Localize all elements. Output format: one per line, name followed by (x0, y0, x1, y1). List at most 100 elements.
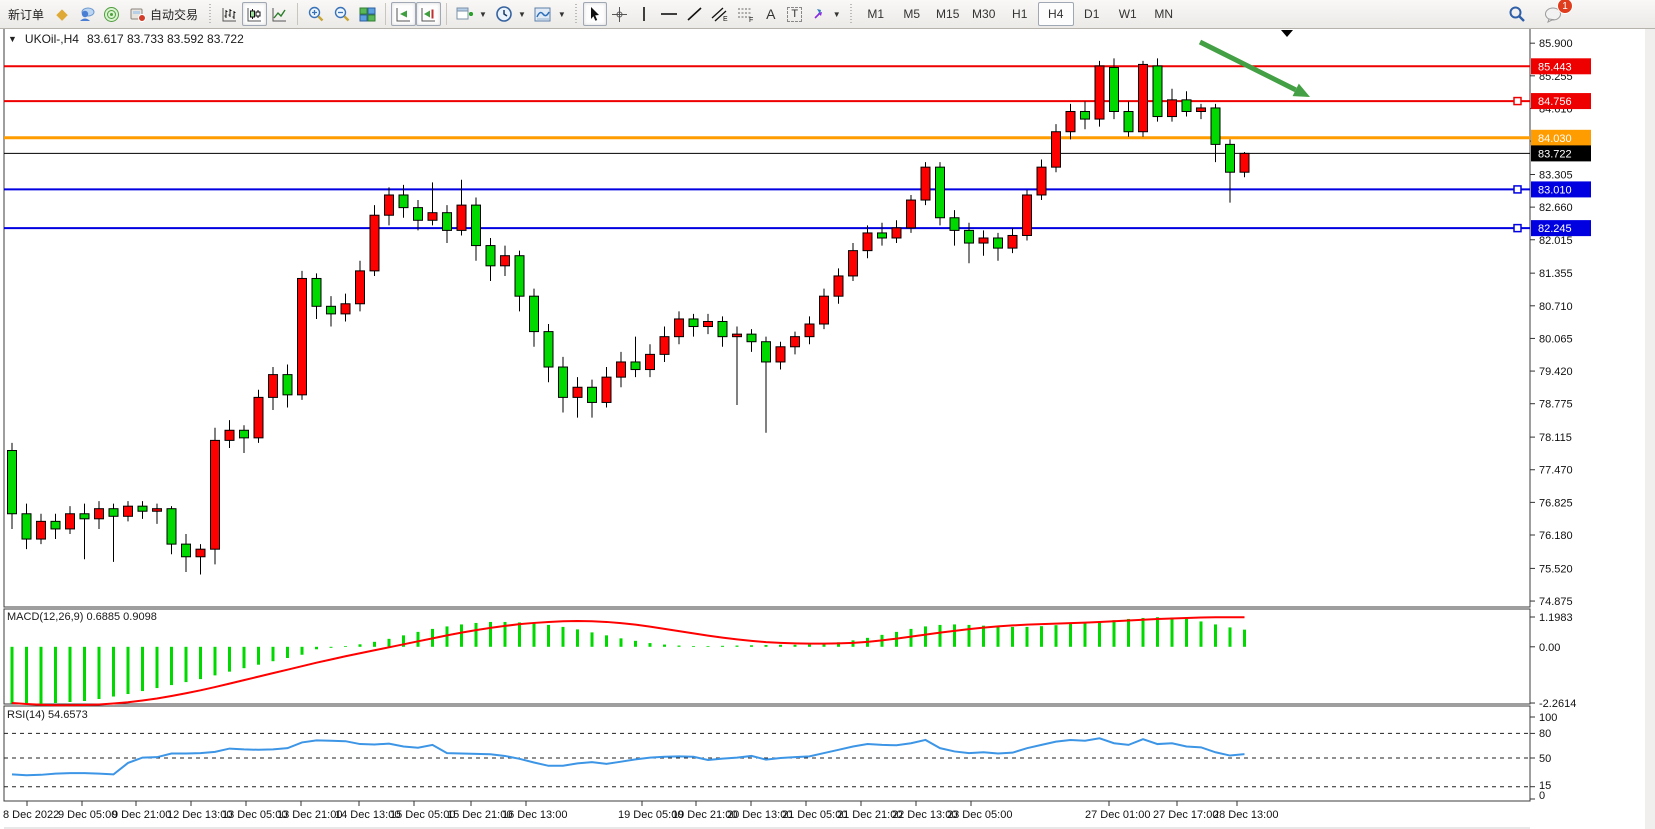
date-tick-label: 14 Dec 13:00 (335, 809, 400, 821)
main-price-pane[interactable] (3, 27, 1531, 608)
candle-body (195, 548, 206, 558)
candle-body (819, 295, 829, 325)
vertical-line-button[interactable] (632, 2, 656, 26)
candle-body (891, 227, 902, 239)
trend-arrow-line[interactable] (1198, 39, 1297, 93)
candle-body (1080, 110, 1090, 120)
price-tick-label: 80.065 (1539, 333, 1573, 345)
price-tick-label: 78.775 (1539, 399, 1573, 411)
timeframe-button-MN[interactable]: MN (1154, 7, 1174, 21)
candle-body (862, 232, 873, 252)
candle-body (543, 331, 554, 368)
timeframe-button-M30[interactable]: M30 (972, 7, 996, 21)
text-label-button[interactable]: T (783, 2, 807, 26)
timeframe-button-M5[interactable]: M5 (903, 7, 921, 21)
timeframe-button-M15[interactable]: M15 (936, 7, 960, 21)
timeframe-button-D1[interactable]: D1 (1084, 7, 1100, 21)
price-tick-label: 81.355 (1539, 268, 1573, 280)
community-button[interactable] (74, 2, 99, 26)
candle-body (761, 341, 771, 363)
dropdown-caret-icon: ▼ (517, 9, 526, 19)
horizontal-line-button[interactable] (656, 2, 682, 26)
one-click-trading-icon[interactable]: ◆ (50, 2, 74, 26)
zoom-group (301, 0, 382, 28)
dropdown-caret-icon: ▼ (479, 9, 487, 19)
date-tick-label: 19 Dec 05:00 (618, 809, 683, 821)
text-label-icon: T (787, 6, 803, 22)
candle-body (1065, 110, 1076, 133)
text-tool-icon: A (766, 6, 776, 22)
horizontal-line-icon (660, 13, 677, 15)
price-badge-label: 85.443 (1538, 61, 1572, 73)
price-tick-label: 83.305 (1539, 169, 1573, 181)
candle-body (703, 320, 713, 328)
text-tool-button[interactable]: A (759, 2, 783, 26)
chart-collapse-toggle-icon[interactable]: ▼ (8, 34, 17, 44)
equidistant-channel-button[interactable]: E (707, 2, 733, 26)
chart-shift-button[interactable] (416, 2, 442, 26)
candle-body (1022, 194, 1032, 236)
timeframe-button-M1[interactable]: M1 (867, 7, 885, 21)
candle-body (94, 508, 104, 520)
signals-button[interactable] (99, 2, 124, 26)
candle-body (36, 520, 46, 540)
fibonacci-icon: F (737, 8, 753, 23)
zoom-in-button[interactable] (303, 2, 329, 26)
rsi-tick-label: 100 (1539, 712, 1557, 724)
bar-chart-button[interactable] (217, 2, 242, 26)
rsi-tick-label: 50 (1539, 753, 1551, 765)
crosshair-button[interactable] (607, 2, 632, 26)
candle-body (906, 199, 916, 229)
candle-body (21, 513, 32, 540)
macd-pane[interactable] (3, 608, 1531, 705)
candle-body (935, 166, 945, 219)
line-chart-button[interactable] (267, 2, 292, 26)
periods-button[interactable]: ▼ (491, 2, 530, 26)
dropdown-caret-icon: ▼ (832, 9, 841, 19)
candle-body (268, 374, 278, 398)
search-button[interactable] (1504, 2, 1530, 26)
candle-body (645, 353, 655, 371)
level-handle-83.010[interactable] (1513, 185, 1522, 194)
zoom-out-button[interactable] (329, 2, 355, 26)
trend-arrow-head[interactable] (1292, 83, 1310, 97)
candlestick-chart-icon (247, 7, 262, 21)
toolbar-drag-handle[interactable] (208, 4, 214, 24)
date-tick-label: 8 Dec 2022 (3, 809, 59, 821)
candle-body (1051, 131, 1061, 168)
price-badge-84.756 (1531, 93, 1591, 110)
candlestick-chart-button[interactable] (242, 2, 268, 26)
chart-marker-triangle-icon[interactable] (1281, 30, 1293, 37)
toolbar-drag-handle[interactable] (848, 4, 854, 24)
new-order-button[interactable]: 新订单 (8, 7, 45, 22)
fibonacci-button[interactable]: F (733, 2, 759, 26)
new-chart-button[interactable]: ▼ (452, 2, 491, 26)
level-handle-84.756[interactable] (1513, 96, 1522, 106)
date-tick-label: 28 Dec 13:00 (1213, 809, 1278, 821)
candle-body (442, 212, 452, 231)
candle-body (848, 250, 858, 277)
search-icon (1509, 6, 1525, 22)
price-badge-83.010 (1531, 181, 1591, 198)
rsi-pane[interactable] (3, 705, 1531, 802)
candle-body (413, 207, 423, 221)
arrows-icon (814, 9, 822, 19)
autoscroll-button[interactable] (391, 2, 417, 26)
cursor-button[interactable] (582, 2, 607, 26)
new-chart-icon (456, 7, 474, 19)
timeframe-button-H1[interactable]: H1 (1012, 7, 1028, 21)
autotrade-button[interactable]: 自动交易 (124, 2, 204, 26)
level-handle-82.245[interactable] (1513, 223, 1522, 233)
timeframe-button-W1[interactable]: W1 (1118, 7, 1137, 21)
candle-body (1109, 66, 1119, 112)
arrows-tool-button[interactable]: ▼ (807, 2, 845, 26)
notifications-button[interactable]: 1 (1540, 0, 1573, 26)
clock-icon (496, 6, 512, 22)
candle-body (355, 270, 365, 305)
tile-windows-button[interactable] (355, 2, 380, 26)
timeframe-button-H4[interactable]: H4 (1037, 2, 1074, 26)
trendline-button[interactable] (682, 2, 707, 26)
toolbar-drag-handle[interactable] (573, 4, 579, 24)
indicators-button[interactable]: ▼ (530, 2, 570, 26)
